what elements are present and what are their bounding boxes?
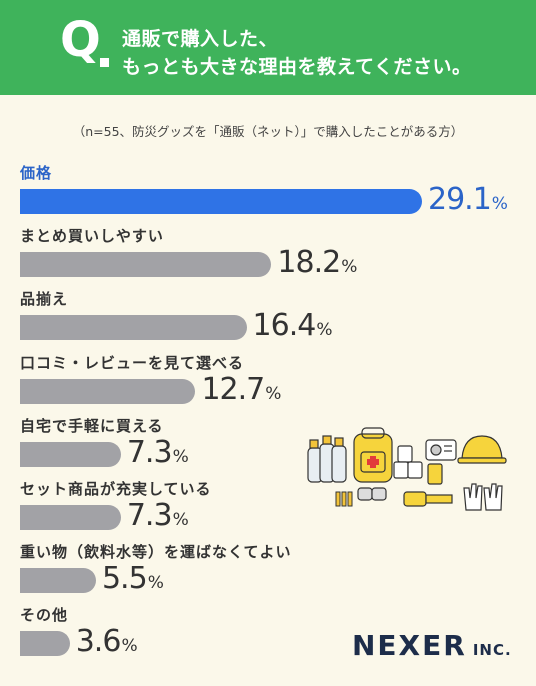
lantern-icon <box>427 463 443 485</box>
question-line-1: 通販で購入した、 <box>122 28 279 50</box>
value-label: 7.3% <box>127 435 189 470</box>
canned-food-icon <box>357 487 387 501</box>
gloves-icon <box>463 483 503 511</box>
sample-note: （n=55、防災グッズを「通販（ネット）」で購入したことがある方） <box>72 124 464 139</box>
value-unit: % <box>341 257 358 278</box>
helmet-icon <box>457 435 507 464</box>
value-label: 29.1% <box>428 182 508 217</box>
radio-icon <box>425 439 457 461</box>
category-label: セット商品が充実している <box>20 480 212 498</box>
value-number: 5.5 <box>101 561 148 597</box>
bar <box>20 315 247 341</box>
value-label: 12.7% <box>201 372 281 407</box>
value-number: 12.7 <box>201 371 265 407</box>
category-label: まとめ買いしやすい <box>20 227 164 246</box>
category-label: 価格 <box>20 164 53 182</box>
bar <box>20 505 121 530</box>
value-unit: % <box>265 383 282 404</box>
backpack-icon <box>353 427 393 483</box>
value-number: 3.6 <box>75 624 122 660</box>
question-line-2: もっとも大きな理由を教えてください。 <box>122 56 472 78</box>
bar <box>20 378 196 404</box>
nexer-logo: NEXER INC. <box>352 629 512 662</box>
bar <box>20 441 121 467</box>
value-unit: % <box>316 320 333 341</box>
bar <box>20 631 70 657</box>
water-bottles-icon <box>307 435 347 483</box>
flashlight-icon <box>403 491 453 507</box>
value-label: 18.2% <box>277 245 357 280</box>
value-number: 18.2 <box>277 245 341 281</box>
toilet-paper-icon <box>393 445 423 479</box>
category-label: 自宅で手軽に買える <box>20 416 164 435</box>
value-number: 7.3 <box>126 434 173 470</box>
value-unit: % <box>147 573 164 594</box>
category-label: その他 <box>20 606 69 625</box>
value-label: 7.3% <box>127 498 189 533</box>
batteries-icon <box>335 491 353 507</box>
value-unit: % <box>172 510 189 530</box>
value-number: 7.3 <box>126 498 173 533</box>
logo-main: NEXER <box>352 629 467 662</box>
q-letter: Q <box>60 12 101 68</box>
category-label: 品揃え <box>20 290 69 309</box>
value-number: 29.1 <box>428 182 492 217</box>
disaster-supplies-illustration <box>307 427 507 511</box>
logo-suffix: INC. <box>472 641 512 659</box>
value-label: 16.4% <box>253 308 333 343</box>
value-unit: % <box>121 636 138 657</box>
value-unit: % <box>172 446 189 467</box>
value-label: 5.5% <box>102 561 164 596</box>
category-label: 重い物（飲料水等）を運ばなくてよい <box>20 543 292 562</box>
value-number: 16.4 <box>252 308 317 344</box>
bar <box>20 252 272 278</box>
value-unit: % <box>491 194 508 214</box>
q-dot <box>100 58 109 67</box>
question-header: Q 通販で購入した、 もっとも大きな理由を教えてください。 <box>0 0 536 95</box>
value-label: 3.6% <box>76 624 138 659</box>
category-label: 口コミ・レビューを見て選べる <box>20 353 245 372</box>
bar <box>20 189 422 214</box>
bar <box>20 568 96 594</box>
